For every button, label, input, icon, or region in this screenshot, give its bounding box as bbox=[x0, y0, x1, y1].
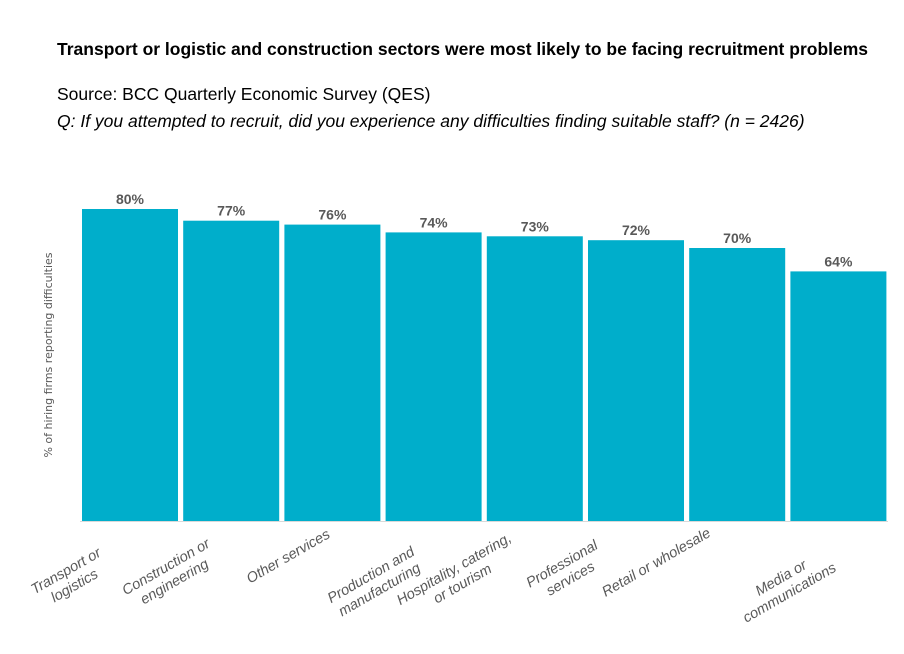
data-label-6: 70% bbox=[723, 230, 752, 246]
chart-question: Q: If you attempted to recruit, did you … bbox=[57, 111, 805, 131]
x-tick-label-line: Other services bbox=[244, 527, 333, 588]
chart-title: Transport or logistic and construction s… bbox=[57, 39, 869, 59]
data-label-0: 80% bbox=[116, 191, 145, 207]
bar-2 bbox=[284, 224, 381, 521]
x-tick-label-2: Other services bbox=[244, 527, 333, 588]
bar-0 bbox=[82, 209, 178, 521]
x-tick-label-5: Professionalservices bbox=[524, 537, 610, 606]
y-axis-label: % of hiring firms reporting difficulties bbox=[42, 252, 55, 457]
x-tick-label-3: Production andmanufacturing bbox=[325, 544, 427, 622]
bar-6 bbox=[689, 248, 786, 521]
x-tick-label-0: Transport orlogistics bbox=[29, 545, 114, 613]
x-tick-label-7: Media orcommunications bbox=[732, 545, 839, 626]
data-label-1: 77% bbox=[217, 203, 246, 219]
x-tick-label-line: Retail or wholesale bbox=[599, 525, 713, 600]
chart-source: Source: BCC Quarterly Economic Survey (Q… bbox=[57, 84, 431, 104]
data-label-4: 73% bbox=[521, 218, 550, 234]
bar-4 bbox=[486, 236, 583, 522]
data-label-3: 74% bbox=[420, 214, 449, 230]
x-tick-label-1: Construction orengineering bbox=[120, 535, 223, 613]
bar-3 bbox=[385, 232, 482, 521]
data-label-5: 72% bbox=[622, 222, 651, 238]
data-label-7: 64% bbox=[824, 253, 853, 269]
bar-5 bbox=[588, 240, 684, 521]
bar-1 bbox=[183, 220, 280, 521]
bar-7 bbox=[790, 271, 887, 521]
x-tick-label-6: Retail or wholesale bbox=[599, 525, 713, 600]
data-label-2: 76% bbox=[318, 207, 347, 223]
